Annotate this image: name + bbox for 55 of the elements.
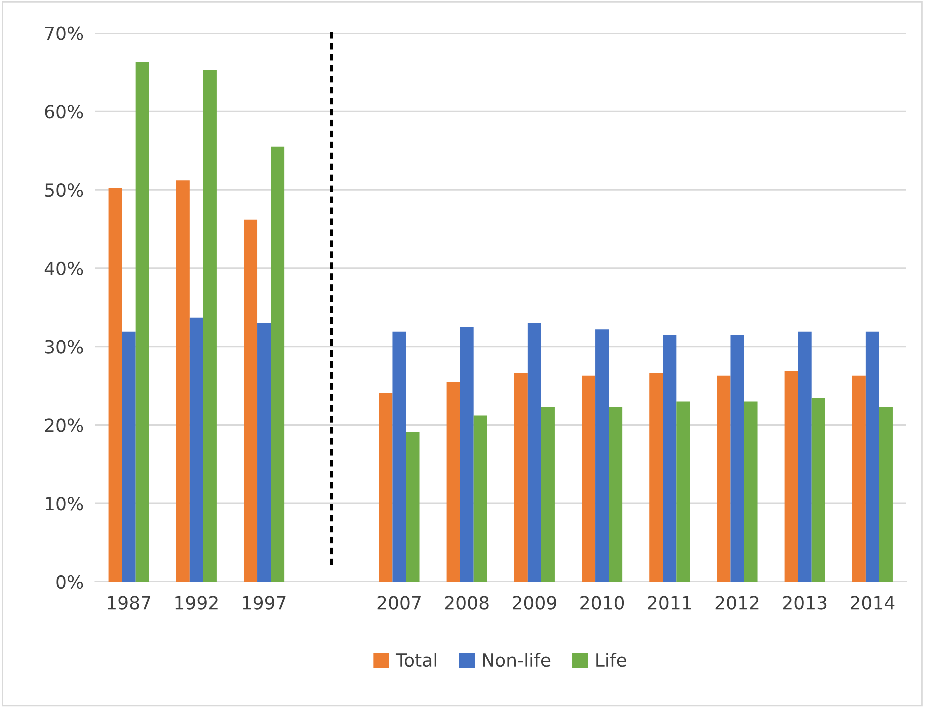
bar bbox=[528, 323, 542, 582]
x-tick-label: 2013 bbox=[783, 596, 827, 610]
x-tick-label: 2007 bbox=[378, 596, 421, 610]
bar bbox=[663, 335, 677, 582]
bar bbox=[541, 407, 555, 582]
y-tick-label: 30% bbox=[45, 340, 84, 354]
x-tick-label: 2010 bbox=[580, 596, 624, 610]
x-tick-label: 1992 bbox=[176, 596, 218, 610]
x-tick-label: 2008 bbox=[445, 596, 489, 610]
bar bbox=[203, 70, 217, 582]
bar bbox=[474, 416, 488, 582]
bar bbox=[812, 398, 826, 582]
bar bbox=[244, 220, 258, 582]
bar bbox=[609, 407, 623, 582]
x-tick-label: 1987 bbox=[108, 596, 151, 610]
y-tick-label: 0% bbox=[56, 575, 84, 590]
bar bbox=[744, 402, 758, 582]
bar bbox=[866, 332, 880, 582]
bar bbox=[190, 318, 204, 582]
x-tick-label: 2009 bbox=[513, 596, 556, 610]
bar bbox=[596, 330, 610, 582]
bar bbox=[176, 180, 190, 582]
bar bbox=[852, 376, 866, 582]
bar bbox=[122, 332, 136, 582]
bar bbox=[717, 376, 731, 582]
bar bbox=[271, 146, 285, 582]
bar bbox=[879, 407, 893, 582]
legend-label: Non-life bbox=[483, 653, 551, 668]
x-tick-label: 2011 bbox=[648, 596, 692, 610]
bar bbox=[514, 373, 528, 582]
bar bbox=[136, 62, 150, 582]
bar bbox=[406, 432, 420, 582]
bar bbox=[446, 382, 460, 582]
x-tick-label: 2012 bbox=[716, 596, 759, 610]
bar bbox=[379, 393, 393, 582]
x-tick-label: 2014 bbox=[851, 596, 895, 610]
y-tick-label: 70% bbox=[46, 26, 84, 40]
bar bbox=[730, 335, 744, 582]
x-tick-label: 1997 bbox=[243, 596, 286, 610]
bar bbox=[460, 327, 474, 582]
bar bbox=[108, 188, 122, 582]
bar bbox=[784, 371, 798, 582]
legend-label: Life bbox=[596, 653, 626, 668]
y-tick-label: 20% bbox=[45, 418, 84, 432]
bar bbox=[798, 332, 812, 582]
y-tick-label: 50% bbox=[45, 184, 84, 198]
bar bbox=[258, 323, 272, 582]
bar bbox=[582, 376, 596, 582]
bar bbox=[676, 402, 690, 582]
y-tick-label: 40% bbox=[44, 262, 84, 276]
y-tick-label: 60% bbox=[45, 105, 84, 119]
y-tick-label: 10% bbox=[46, 497, 84, 511]
bar bbox=[650, 373, 664, 582]
bar bbox=[392, 332, 406, 582]
legend-label: Total bbox=[396, 653, 436, 668]
